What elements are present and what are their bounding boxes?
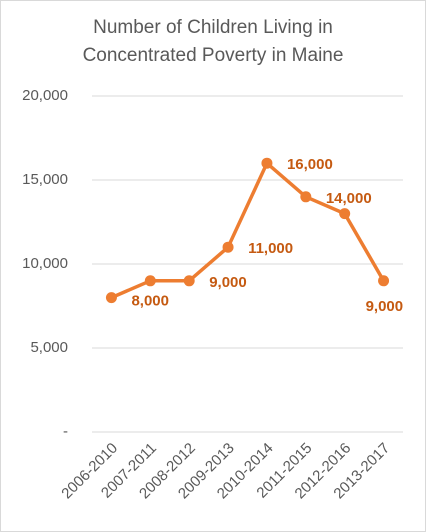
line (110, 161, 386, 300)
marker (300, 191, 312, 203)
y-tick-label: - (63, 423, 68, 440)
marker (378, 275, 390, 287)
data-label: 14,000 (326, 190, 372, 207)
data-label: 11,000 (248, 240, 293, 257)
marker (144, 275, 156, 287)
y-tick-label: 5,000 (30, 339, 68, 356)
data-label: 9,000 (366, 298, 404, 315)
marker (105, 292, 117, 304)
chart-title: Number of Children Living in Concentrate… (82, 17, 344, 66)
y-tick-label: 20,000 (22, 87, 68, 104)
marker (339, 208, 351, 220)
y-tick-label: 10,000 (22, 255, 68, 272)
y-tick-label: 15,000 (22, 171, 68, 188)
data-label: 9,000 (209, 274, 247, 291)
marker (222, 241, 234, 253)
data-label: 16,000 (287, 156, 333, 173)
data-label: 8,000 (131, 293, 169, 310)
marker (261, 157, 273, 169)
marker (183, 275, 195, 287)
